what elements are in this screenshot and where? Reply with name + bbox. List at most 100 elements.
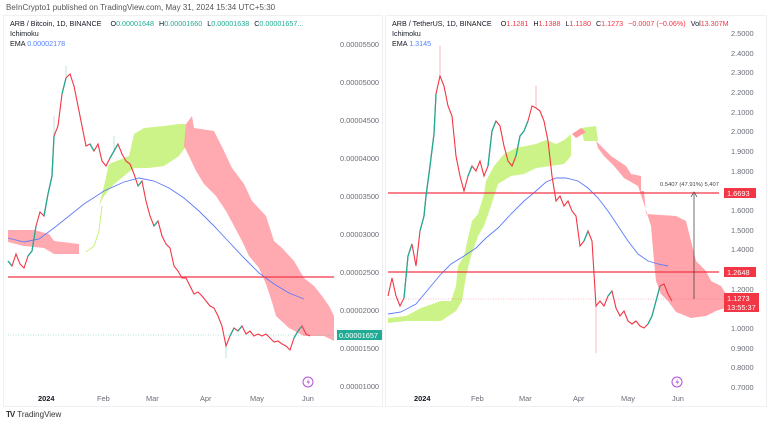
svg-text:May: May xyxy=(621,394,635,403)
volume-label: Vol xyxy=(690,19,701,28)
level-tag-upper: 1.6693 xyxy=(724,188,756,198)
change-value: −0.0007 (−0.06%) xyxy=(628,19,686,28)
svg-text:Feb: Feb xyxy=(97,394,110,403)
y-axis: 0.00005500 0.00005000 0.00004500 0.00004… xyxy=(340,40,379,391)
volume-value: 13.307M xyxy=(700,19,729,28)
ichimoku-cloud-bearish xyxy=(184,116,334,341)
svg-text:0.00001500: 0.00001500 xyxy=(340,344,379,353)
price-chart-canvas[interactable]: 0.5407 (47.91%) 5,407 2.5000 2.4000 2.30… xyxy=(386,16,766,406)
last-price-tag: 1.1273 13:55:37 xyxy=(724,293,759,312)
indicator-ichimoku[interactable]: Ichimoku xyxy=(392,29,421,38)
svg-text:0.00001657: 0.00001657 xyxy=(339,331,378,340)
level-tag-lower: 1.2648 xyxy=(724,267,756,277)
svg-text:1.0000: 1.0000 xyxy=(731,324,754,333)
svg-text:Feb: Feb xyxy=(471,394,484,403)
svg-text:2024: 2024 xyxy=(38,394,55,403)
svg-text:1.5000: 1.5000 xyxy=(731,226,754,235)
svg-text:Apr: Apr xyxy=(573,394,585,403)
price-chart-canvas[interactable]: 0.00005500 0.00005000 0.00004500 0.00004… xyxy=(4,16,382,406)
ema-value: 0.00002178 xyxy=(27,39,66,48)
svg-text:0.00002000: 0.00002000 xyxy=(340,306,379,315)
ichimoku-cloud-bearish-early xyxy=(8,230,79,254)
svg-text:0.00004000: 0.00004000 xyxy=(340,154,379,163)
tradingview-branding[interactable]: TV TradingView xyxy=(6,410,61,419)
svg-text:1.4000: 1.4000 xyxy=(731,245,754,254)
candlesticks xyxy=(387,46,673,353)
ichimoku-cloud-bullish-small xyxy=(581,126,598,141)
svg-text:0.00001000: 0.00001000 xyxy=(340,382,379,391)
ichimoku-cloud-bearish xyxy=(596,141,731,318)
svg-text:0.7000: 0.7000 xyxy=(731,383,754,392)
svg-text:Jun: Jun xyxy=(302,394,314,403)
close-value: 0.00001657... xyxy=(259,19,304,28)
svg-text:0.00004500: 0.00004500 xyxy=(340,116,379,125)
high-label: H xyxy=(533,19,539,28)
ichimoku-cloud-bullish xyxy=(388,134,571,323)
open-label: O xyxy=(110,19,117,28)
svg-text:2.2000: 2.2000 xyxy=(731,88,754,97)
low-value: 1.1180 xyxy=(569,19,591,28)
close-value: 1.1273 xyxy=(601,19,624,28)
svg-text:1.6000: 1.6000 xyxy=(731,206,754,215)
high-value: 0.00001660 xyxy=(164,19,203,28)
ema-value: 1.3145 xyxy=(409,39,432,48)
close-label: C xyxy=(595,19,602,28)
tradingview-brand: TradingView xyxy=(17,410,62,419)
low-value: 0.00001638 xyxy=(211,19,250,28)
x-axis: 2024 Feb Mar Apr May Jun xyxy=(38,394,314,403)
svg-text:2.3000: 2.3000 xyxy=(731,68,754,77)
close-label: C xyxy=(254,19,260,28)
lightning-icon xyxy=(302,376,314,388)
symbol-title[interactable]: ARB / TetherUS, 1D, BINANCE xyxy=(392,19,492,28)
svg-text:0.00002500: 0.00002500 xyxy=(340,268,379,277)
indicator-ema[interactable]: EMA 0.00002178 xyxy=(10,39,303,49)
arrow-head-icon xyxy=(690,191,698,198)
ema-label: EMA xyxy=(10,39,26,48)
symbol-title[interactable]: ARB / Bitcoin, 1D, BINANCE xyxy=(10,19,102,28)
chart-legend: ARB / Bitcoin, 1D, BINANCE O0.00001648 H… xyxy=(10,19,303,49)
svg-text:1.2648: 1.2648 xyxy=(727,268,750,277)
chart-legend: ARB / TetherUS, 1D, BINANCE O1.1281 H1.1… xyxy=(392,19,729,49)
svg-text:1.9000: 1.9000 xyxy=(731,147,754,156)
last-price-tag: 0.00001657 xyxy=(337,330,382,340)
svg-text:Mar: Mar xyxy=(519,394,532,403)
svg-text:2.4000: 2.4000 xyxy=(731,49,754,58)
tradingview-logo-icon: TV xyxy=(6,410,15,419)
svg-text:2024: 2024 xyxy=(414,394,431,403)
svg-text:0.00003500: 0.00003500 xyxy=(340,192,379,201)
svg-text:1.2000: 1.2000 xyxy=(731,285,754,294)
publisher-caption: BeInCrypto1 published on TradingView.com… xyxy=(6,3,276,12)
indicator-ichimoku[interactable]: Ichimoku xyxy=(10,29,39,38)
ichimoku-cloud-bearish-small xyxy=(572,128,586,138)
svg-text:1.1273: 1.1273 xyxy=(727,294,750,303)
svg-text:Apr: Apr xyxy=(200,394,212,403)
svg-text:2.0000: 2.0000 xyxy=(731,127,754,136)
ichimoku-span-line xyxy=(85,205,103,253)
ema-label: EMA xyxy=(392,39,408,48)
measure-label: 0.5407 (47.91%) 5,407 xyxy=(660,182,719,188)
svg-text:2.5000: 2.5000 xyxy=(731,29,754,38)
low-label: L xyxy=(565,19,570,28)
indicator-ema[interactable]: EMA 1.3145 xyxy=(392,39,729,49)
svg-text:2.1000: 2.1000 xyxy=(731,108,754,117)
svg-text:Jun: Jun xyxy=(672,394,684,403)
svg-text:0.8000: 0.8000 xyxy=(731,363,754,372)
open-value: 0.00001648 xyxy=(116,19,155,28)
svg-text:0.00005500: 0.00005500 xyxy=(340,40,379,49)
svg-text:0.9000: 0.9000 xyxy=(731,344,754,353)
high-value: 1.1388 xyxy=(538,19,561,28)
chart-panel-arb-usdt[interactable]: ARB / TetherUS, 1D, BINANCE O1.1281 H1.1… xyxy=(385,15,767,407)
svg-text:Mar: Mar xyxy=(146,394,159,403)
svg-text:0.00005000: 0.00005000 xyxy=(340,78,379,87)
x-axis: 2024 Feb Mar Apr May Jun xyxy=(414,394,684,403)
chart-panel-arb-btc[interactable]: ARB / Bitcoin, 1D, BINANCE O0.00001648 H… xyxy=(3,15,383,407)
low-label: L xyxy=(207,19,212,28)
lightning-icon xyxy=(671,376,683,388)
y-axis: 2.5000 2.4000 2.3000 2.2000 2.1000 2.000… xyxy=(731,29,754,392)
open-value: 1.1281 xyxy=(506,19,529,28)
candlesticks xyxy=(7,66,311,358)
svg-text:1.8000: 1.8000 xyxy=(731,167,754,176)
ema-line xyxy=(387,177,669,315)
svg-text:0.00003000: 0.00003000 xyxy=(340,230,379,239)
high-label: H xyxy=(159,19,165,28)
